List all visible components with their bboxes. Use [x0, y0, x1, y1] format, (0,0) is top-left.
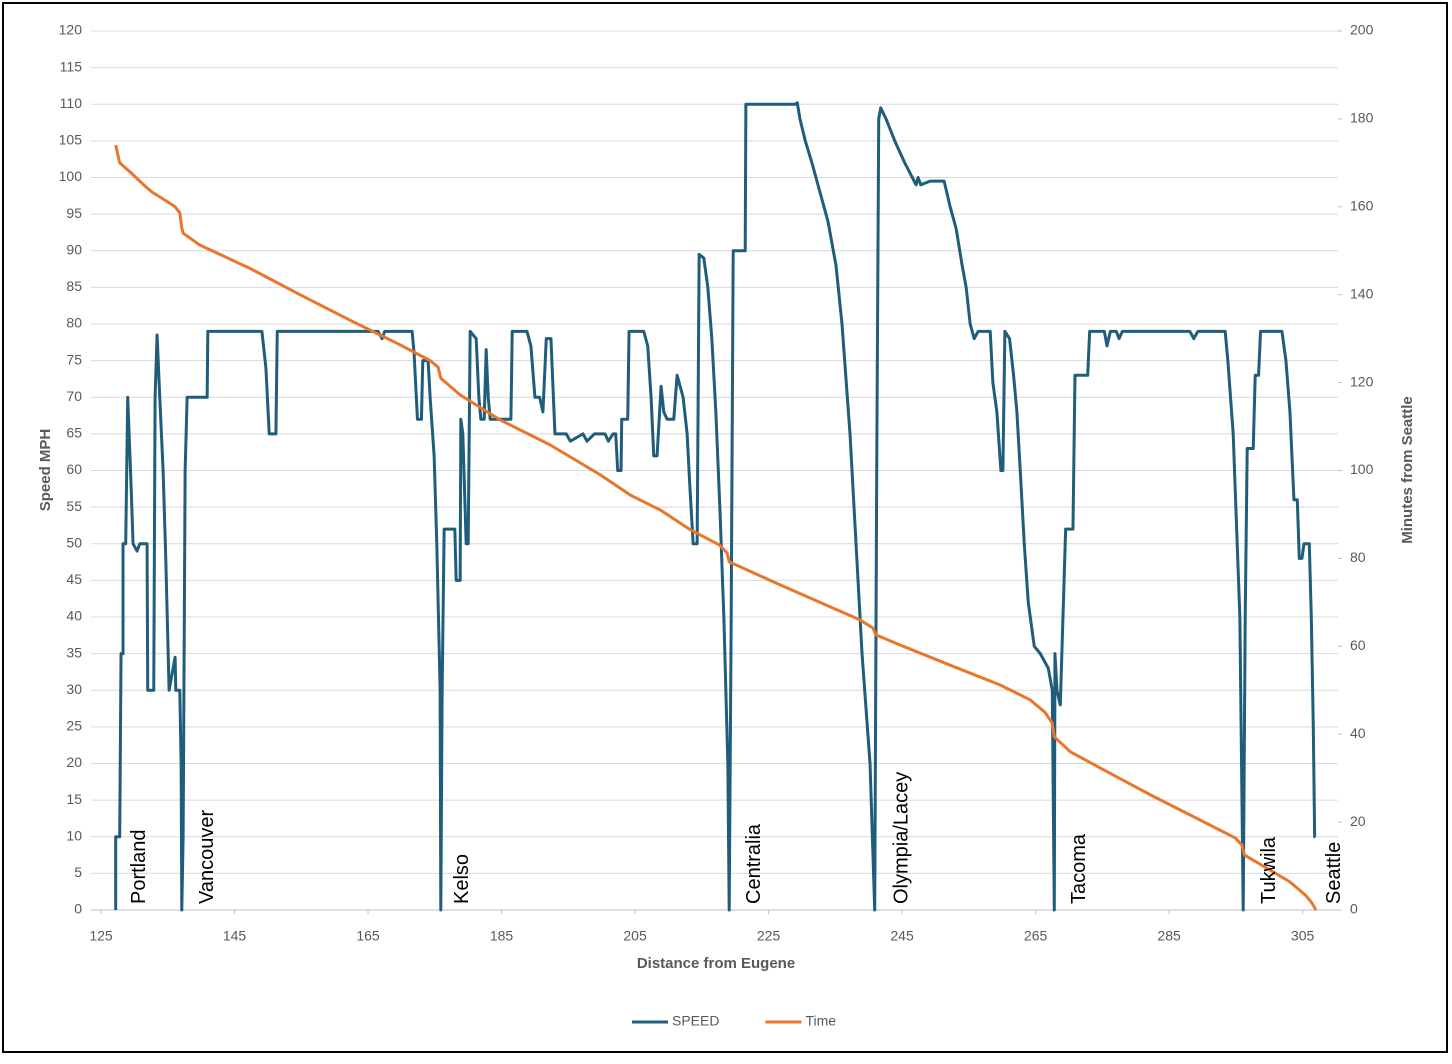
y2-tick-label: 140: [1350, 285, 1374, 301]
grid: [91, 30, 1338, 914]
y2-tick-label: 20: [1350, 813, 1366, 829]
y-tick-label: 90: [66, 241, 82, 257]
y-tick-label: 65: [66, 425, 82, 441]
station-label: Seattle: [1323, 842, 1345, 904]
y-tick-label: 50: [66, 534, 82, 550]
legend-label: Time: [805, 1013, 836, 1029]
y2-axis-title: Minutes from Seattle: [1399, 396, 1416, 544]
y-tick-label: 10: [66, 827, 82, 843]
x-tick-label: 305: [1291, 928, 1315, 944]
station-label: Tukwila: [1258, 836, 1280, 904]
y-tick-label: 120: [59, 22, 83, 38]
legend-label: SPEED: [672, 1013, 719, 1029]
station-label: Centralia: [743, 823, 765, 904]
y-tick-label: 15: [66, 791, 82, 807]
series-line: [114, 144, 1318, 911]
y-tick-label: 75: [66, 351, 82, 367]
series-line: [114, 101, 1317, 912]
y-tick-label: 40: [66, 608, 82, 624]
labels: 0 5 10 15 20 25 30 35 40 45 50 55 60 65 70 75 80 85 90 95 10…: [59, 22, 1374, 1029]
station-label: Vancouver: [196, 810, 218, 904]
y-tick-label: 0: [74, 901, 82, 917]
y-tick-label: 55: [66, 498, 82, 514]
y-tick-label: 35: [66, 644, 82, 660]
plot-lines: [114, 101, 1318, 912]
x-axis-title: Distance from Eugene: [637, 955, 795, 972]
x-tick-label: 205: [623, 928, 647, 944]
y2-tick-label: 180: [1350, 110, 1374, 126]
x-tick-label: 245: [890, 928, 914, 944]
y2-tick-label: 120: [1350, 373, 1374, 389]
y-tick-label: 85: [66, 278, 82, 294]
station-label: Tacoma: [1068, 833, 1090, 904]
x-tick-label: 125: [89, 928, 113, 944]
y-tick-label: 95: [66, 205, 82, 221]
x-tick-label: 145: [223, 928, 247, 944]
y2-tick-label: 0: [1350, 901, 1358, 917]
y-tick-label: 45: [66, 571, 82, 587]
x-tick-label: 225: [757, 928, 781, 944]
y-tick-label: 80: [66, 315, 82, 331]
x-tick-label: 285: [1157, 928, 1181, 944]
y2-tick-label: 80: [1350, 549, 1366, 565]
y2-tick-label: 100: [1350, 461, 1374, 477]
station-label: Kelso: [451, 854, 473, 904]
y2-tick-label: 200: [1350, 22, 1374, 38]
x-tick-label: 185: [490, 928, 514, 944]
y-axis-title: Speed MPH: [37, 429, 54, 512]
y-tick-label: 5: [74, 864, 82, 880]
y2-tick-label: 60: [1350, 637, 1366, 653]
station-label: Portland: [128, 830, 150, 905]
y-tick-label: 115: [60, 58, 83, 74]
y-tick-label: 105: [59, 132, 83, 148]
x-tick-label: 165: [356, 928, 380, 944]
y-tick-label: 110: [60, 95, 83, 111]
x-tick-label: 265: [1024, 928, 1048, 944]
y2-tick-label: 40: [1350, 725, 1366, 741]
y-tick-label: 25: [66, 718, 82, 734]
station-label: Olympia/Lacey: [890, 772, 912, 904]
y-tick-label: 30: [66, 681, 82, 697]
y-tick-label: 60: [66, 461, 82, 477]
y2-tick-label: 160: [1350, 198, 1374, 214]
y-tick-label: 100: [59, 168, 83, 184]
y-tick-label: 20: [66, 754, 82, 770]
y-tick-label: 70: [66, 388, 82, 404]
